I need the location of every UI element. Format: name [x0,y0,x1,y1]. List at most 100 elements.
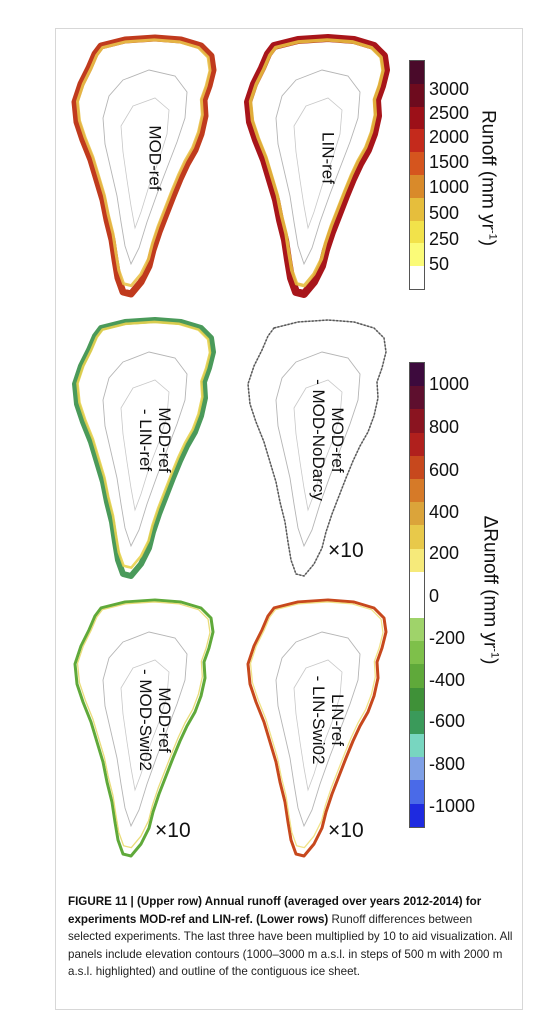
runoff-margin [73,598,215,858]
panel-label: MOD-ref - LIN-ref [136,407,174,472]
panel-label: LIN-ref [319,132,338,184]
colorbar-swatch [410,618,424,642]
greenland-map [73,598,215,858]
panel-label-line2: - LIN-ref [136,408,155,472]
runoff-margin [244,34,390,298]
multiplier-label: ×10 [328,819,364,842]
runoff-margin [72,317,216,579]
colorbar-swatch [410,243,424,267]
elevation-contour-inner [293,379,343,512]
runoff-colorbar-title: Runoff (mm yr-1) [477,109,499,247]
caption-figure-label: FIGURE 11 | (Upper row) Annual runoff (a… [68,895,482,926]
colorbar-swatch [410,502,424,526]
colorbar-swatch [410,152,424,175]
runoff-margin [71,34,217,298]
colorbar-swatch [410,641,424,665]
panel-label-line1: MOD-ref [155,407,174,473]
runoff-colorbar-tick: 2500 [429,103,470,123]
elevation-contour-inner [120,97,170,230]
runoff-margin [246,598,388,858]
greenland-map [247,319,387,577]
panel-label: MOD-ref [146,125,165,190]
map-panel-5: MOD-ref - MOD-Swi02 ×10 [63,598,239,868]
colorbar-swatch [410,478,424,503]
elevation-contour-inner [293,659,343,792]
caption-text: Runoff differences between selected expe… [68,912,513,979]
panel-label-line1: LIN-ref [318,132,338,184]
runoff-colorbar [409,60,425,290]
colorbar-swatch [410,687,424,711]
runoff-inner-band [76,601,211,849]
panel-label-line1: MOD-ref [328,407,347,473]
panel-label-line1: LIN-ref [328,694,347,746]
panel-label-line1: MOD-ref [145,125,165,191]
colorbar-swatch [410,129,424,153]
elevation-contour [275,69,361,266]
map-panel-2: LIN-ref [236,34,412,306]
greenland-map [72,317,216,579]
map-panel-4: MOD-ref - MOD-NoDarcy ×10 [236,318,412,588]
delta-runoff-colorbar-tick: -200 [429,628,466,648]
runoff-inner-band [76,38,212,288]
elevation-contour [102,631,188,828]
runoff-colorbar-tick: 500 [429,203,460,223]
colorbar-swatch [410,83,424,107]
colorbar-swatch [410,710,424,734]
panel-label-line2: - LIN-Swi02 [309,675,328,765]
colorbar-swatch [410,803,424,827]
delta-runoff-colorbar-tick: 800 [429,417,460,437]
delta-runoff-colorbar-title: ΔRunoff (mm yr-1) [479,515,501,665]
delta-runoff-colorbar-tick: -400 [429,670,466,690]
map-panel-6: LIN-ref - LIN-Swi02 ×10 [236,598,412,868]
runoff-colorbar-tick: 2000 [429,127,470,147]
map-panel-3: MOD-ref - LIN-ref [63,317,239,588]
delta-runoff-colorbar-tick: 400 [429,502,460,522]
colorbar-swatch [410,780,424,804]
colorbar-swatch [410,220,424,244]
runoff-inner-band [248,38,385,288]
multiplier-label: ×10 [155,819,191,842]
colorbar-swatch [410,571,424,595]
map-panel-1: MOD-ref [63,34,239,306]
runoff-colorbar-tick: 1500 [429,152,470,172]
runoff-colorbar-tick: 3000 [429,79,470,99]
panel-label: LIN-ref - LIN-Swi02 [309,676,347,765]
greenland-map [246,598,388,858]
panel-label-line2: - MOD-NoDarcy [309,379,328,501]
panel-label-line1: MOD-ref [155,687,174,753]
delta-runoff-colorbar-tick: 600 [429,460,460,480]
colorbar-swatch [410,409,424,433]
runoff-inner-band [249,601,384,849]
colorbar-swatch [410,363,424,387]
runoff-margin [247,319,387,577]
runoff-inner-band [76,320,212,569]
delta-runoff-colorbar-tick: -800 [429,754,466,774]
greenland-map [244,34,390,298]
colorbar-swatch [410,525,424,549]
colorbar-swatch [410,594,424,619]
runoff-colorbar-tick: 1000 [429,177,470,197]
delta-runoff-colorbar-tick: 200 [429,543,460,563]
elevation-contour [102,69,188,266]
colorbar-swatch [410,455,424,479]
runoff-colorbar-tick: 250 [429,229,460,249]
greenland-map [71,34,217,298]
multiplier-label: ×10 [328,539,364,562]
delta-runoff-colorbar-tick: -600 [429,711,466,731]
colorbar-swatch [410,548,424,572]
colorbar-swatch [410,266,424,289]
delta-runoff-colorbar-tick: -1000 [429,796,476,816]
elevation-contour-inner [120,659,170,792]
colorbar-swatch [410,734,424,758]
elevation-contour-inner [120,379,170,512]
elevation-contour [275,351,361,548]
elevation-contour-inner [293,97,343,230]
colorbar-swatch [410,757,424,781]
colorbar-swatch [410,432,424,456]
delta-runoff-colorbar [409,362,425,828]
elevation-contour [102,351,188,548]
figure-caption: FIGURE 11 | (Upper row) Annual runoff (a… [68,893,516,981]
panel-label-line2: - MOD-Swi02 [136,668,155,772]
colorbar-swatch [410,61,424,84]
panel-label: MOD-ref - MOD-NoDarcy [309,379,347,501]
